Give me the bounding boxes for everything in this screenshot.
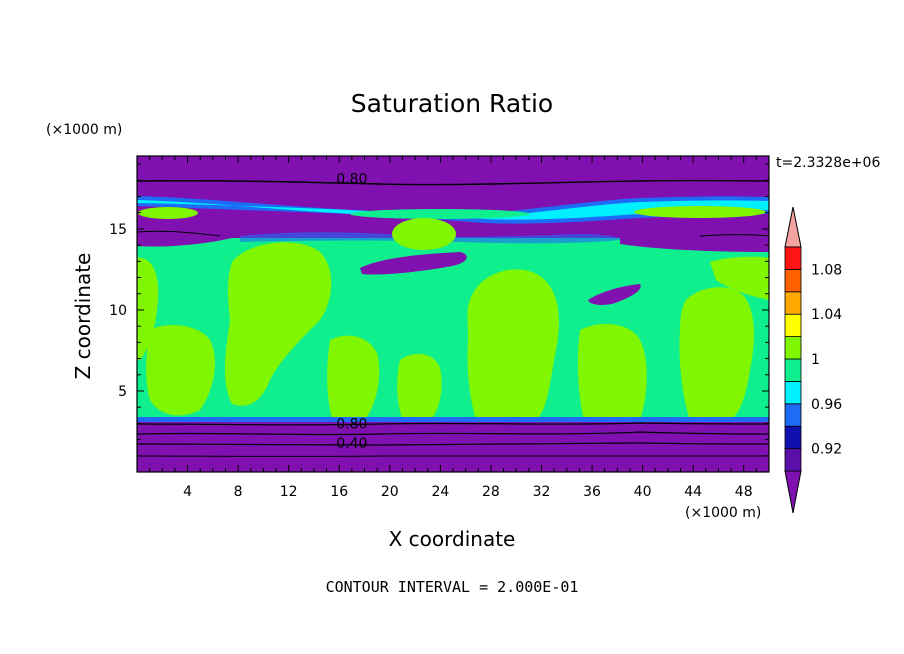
contour-line-upper-right — [699, 234, 769, 237]
contour-labels: 0.80 0.80 0.40 — [336, 172, 367, 452]
x-tick-label: 8 — [234, 484, 243, 500]
field-green-band-mid — [350, 209, 530, 219]
colorbar-swatch — [784, 291, 802, 315]
field-cloud-region-2 — [146, 325, 215, 416]
colorbar-over-triangle — [784, 206, 802, 248]
contour-line-040 — [137, 442, 769, 446]
field-cloud-region-0 — [137, 257, 159, 360]
field-lower-band-blue — [137, 417, 769, 422]
saturation-field — [137, 156, 769, 472]
field-cloud-region-3 — [467, 269, 559, 420]
colorbar-swatch — [784, 380, 802, 405]
contour-line-080-lower — [137, 422, 769, 426]
colorbar-swatch — [784, 246, 802, 270]
colorbar-swatch — [784, 358, 802, 382]
field-band-blue — [137, 196, 769, 224]
y-tick-label: 10 — [109, 303, 127, 319]
field-dry-tongue-left — [360, 252, 467, 275]
x-axis-label: X coordinate — [389, 527, 516, 551]
field-cloud-region-4 — [577, 324, 647, 420]
x-tick-label: 24 — [431, 484, 449, 500]
field-lower-dry — [137, 422, 769, 472]
x-tick-label: 32 — [533, 484, 551, 500]
field-cloud-region-5 — [679, 287, 754, 420]
x-tick-label: 28 — [482, 484, 500, 500]
field-cloud-region-1 — [224, 242, 332, 406]
x-tick-label: 16 — [330, 484, 348, 500]
colorbar-swatch — [784, 403, 802, 427]
field-band-cyan — [137, 200, 769, 220]
field-cloud-region-6 — [710, 256, 769, 300]
colorbar-swatch — [784, 313, 802, 338]
time-label: t=2.3328e+06 — [776, 155, 880, 171]
colorbar-swatch — [784, 448, 802, 472]
contour-line-060 — [137, 431, 769, 436]
colorbar-tick-label: 0.92 — [811, 442, 842, 458]
field-purple-layer-left — [137, 227, 240, 247]
y-unit-label: (×1000 m) — [46, 122, 122, 138]
x-tick-label: 44 — [684, 484, 702, 500]
colorbar-swatch — [784, 268, 802, 293]
field-cloud-region-7 — [327, 335, 380, 418]
x-tick-label: 4 — [183, 484, 192, 500]
field-dry-tongue-right — [588, 284, 641, 305]
colorbar-tick-label: 1 — [811, 352, 820, 368]
colorbar-tick-label: 0.96 — [811, 397, 842, 413]
y-axis-ticks: 5 10 15 — [109, 163, 769, 457]
x-tick-label: 12 — [280, 484, 298, 500]
y-tick-label: 5 — [118, 384, 127, 400]
colorbar-under-triangle — [784, 470, 802, 514]
contour-line-080-upper — [137, 179, 769, 186]
contour-label: 0.80 — [336, 416, 367, 432]
colorbar-tick-label: 1.04 — [811, 307, 842, 323]
x-tick-label: 20 — [381, 484, 399, 500]
x-unit-label: (×1000 m) — [685, 505, 761, 521]
colorbar-swatch — [784, 425, 802, 450]
chart-title: Saturation Ratio — [351, 89, 553, 118]
colorbar: 0.92 0.96 1 1.04 1.08 — [784, 206, 842, 514]
contour-line-upper-left — [137, 230, 221, 237]
x-axis-ticks: 4 8 12 16 20 24 28 32 36 40 44 48 — [149, 156, 757, 500]
field-green-upper-left — [138, 207, 198, 219]
contour-interval-label: CONTOUR INTERVAL = 2.000E-01 — [326, 578, 579, 596]
contour-label: 0.40 — [336, 436, 367, 452]
colorbar-swatch — [784, 336, 802, 360]
y-tick-label: 15 — [109, 222, 127, 238]
field-cloud-region-8 — [397, 353, 442, 418]
x-tick-label: 48 — [735, 484, 753, 500]
x-tick-label: 40 — [634, 484, 652, 500]
colorbar-tick-label: 1.08 — [811, 262, 842, 278]
field-cloud-blob-upper — [392, 218, 456, 250]
field-green-upper-right — [634, 206, 766, 218]
y-axis-label: Z coordinate — [71, 253, 95, 380]
contour-label: 0.80 — [336, 172, 367, 188]
x-tick-label: 36 — [583, 484, 601, 500]
